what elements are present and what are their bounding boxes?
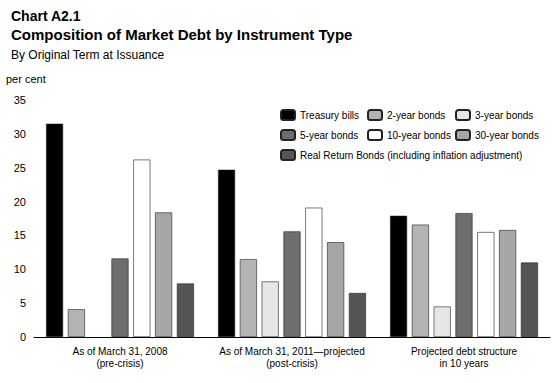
svg-text:Treasury bills: Treasury bills	[300, 110, 359, 121]
svg-text:20: 20	[14, 196, 26, 208]
svg-text:Real Return Bonds (including i: Real Return Bonds (including inflation a…	[300, 150, 522, 161]
svg-text:3-year bonds: 3-year bonds	[475, 110, 533, 121]
svg-text:As of March 31, 2008: As of March 31, 2008	[72, 346, 167, 357]
svg-text:30: 30	[14, 128, 26, 140]
svg-text:(pre-crisis): (pre-crisis)	[96, 358, 143, 369]
svg-text:per cent: per cent	[6, 73, 46, 85]
svg-text:Composition of Market Debt by: Composition of Market Debt by Instrument…	[11, 26, 352, 43]
svg-text:5: 5	[20, 297, 26, 309]
svg-text:35: 35	[14, 94, 26, 106]
svg-text:10: 10	[14, 263, 26, 275]
svg-text:25: 25	[14, 162, 26, 174]
svg-text:10-year bonds: 10-year bonds	[387, 130, 451, 141]
svg-text:15: 15	[14, 229, 26, 241]
svg-text:Projected debt structure: Projected debt structure	[411, 346, 518, 357]
svg-text:By Original Term at Issuance: By Original Term at Issuance	[11, 48, 165, 62]
svg-text:(post-crisis): (post-crisis)	[266, 358, 318, 369]
svg-text:2-year bonds: 2-year bonds	[387, 110, 445, 121]
svg-text:5-year bonds: 5-year bonds	[300, 130, 358, 141]
svg-text:30-year bonds: 30-year bonds	[475, 130, 539, 141]
svg-text:in 10 years: in 10 years	[440, 358, 489, 369]
svg-text:Chart A2.1: Chart A2.1	[11, 8, 81, 24]
svg-text:As of March 31, 2011—projected: As of March 31, 2011—projected	[219, 346, 364, 357]
svg-text:0: 0	[20, 331, 26, 343]
